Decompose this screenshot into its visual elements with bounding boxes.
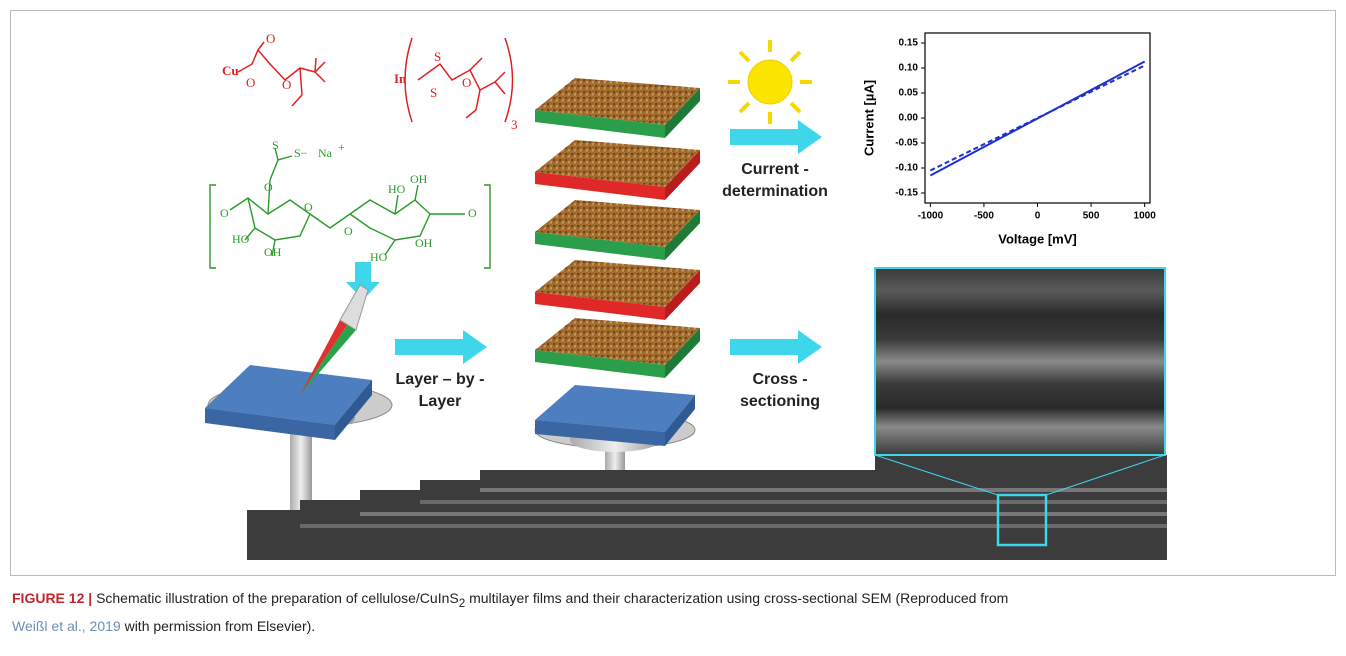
caption-text: multilayer films and their characterizat… [469,590,1008,606]
y-tick-label: 0.00 [899,113,919,124]
chem-label: HO [232,232,250,246]
chem-label: O [344,224,353,238]
caption-label: FIGURE 12 | [12,590,92,606]
step-label: determination [722,183,828,200]
step-label: Layer – by - [396,371,485,388]
chem-label: S [434,49,441,64]
x-tick-label: -1000 [918,211,944,222]
x-tick-label: 500 [1083,211,1100,222]
y-tick-label: -0.05 [895,138,918,149]
caption-text: with permission from Elsevier). [125,618,316,634]
step-label: Current - [741,161,809,178]
y-tick-label: 0.15 [899,38,919,49]
chem-label: S [272,138,279,152]
y-tick-label: 0.10 [899,63,919,74]
chem-label: + [338,140,345,154]
y-tick-label: -0.15 [895,188,918,199]
y-tick-label: -0.10 [895,163,918,174]
x-tick-label: 1000 [1134,211,1157,222]
chem-label: O [264,180,273,194]
chem-label: OH [415,236,433,250]
chem-label: 3 [511,117,518,132]
chem-label: O [462,75,471,90]
chem-label: O [468,206,477,220]
citation-link[interactable]: Weißl et al., 2019 [12,618,121,634]
chem-label: O [246,75,255,90]
chem-label: HO [388,182,406,196]
caption-text: Schematic illustration of the preparatio… [96,590,459,606]
chem-label: S [430,85,437,100]
chem-label: O [266,31,275,46]
page: { "figure": { "chemistry": { "cu": "Cu",… [0,0,1346,656]
chem-label: O [304,200,313,214]
y-axis-label: Current [µA] [861,80,876,156]
chem-label: Na [318,146,333,160]
step-label: sectioning [740,393,820,410]
caption-subscript: 2 [459,597,465,610]
step-label: Cross - [752,371,807,388]
step-label: Layer [419,393,462,410]
x-tick-label: -500 [974,211,994,222]
chem-label: Cu [222,63,239,78]
chem-label: In [394,71,407,86]
figure: Cu O O O In S S O 3 S S− Na + O O O O O … [0,0,1346,580]
x-tick-label: 0 [1035,211,1041,222]
chem-label: O [220,206,229,220]
chem-label: OH [410,172,428,186]
chem-label: OH [264,245,282,259]
caption: FIGURE 12 | Schematic illustration of th… [12,587,1332,637]
chem-label: HO [370,250,388,264]
y-tick-label: 0.05 [899,88,919,99]
chem-label: S− [294,146,308,160]
chem-label: O [282,77,291,92]
x-axis-label: Voltage [mV] [998,231,1077,246]
